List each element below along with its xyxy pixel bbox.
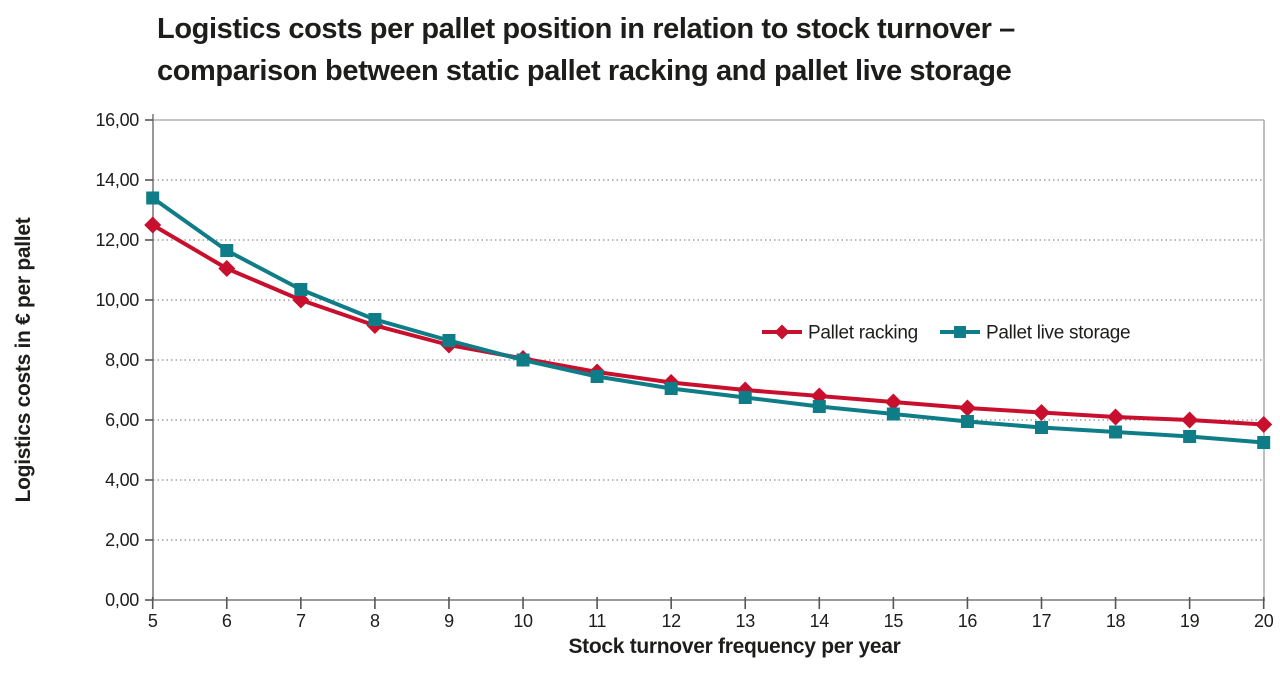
series-line-pallet-live-storage [150,196,1266,445]
x-axis-title: Stock turnover frequency per year [568,635,900,658]
data-point-diamond [884,393,902,411]
data-point-square [220,244,234,257]
data-point-square [1257,436,1271,449]
y-tick-label: 8,00 [105,350,139,370]
data-point-square [516,353,530,367]
data-point-diamond [1033,404,1050,421]
data-point-square [146,191,160,205]
data-point-square [738,391,752,404]
data-point-square [1183,430,1197,443]
data-point-diamond [1181,411,1199,429]
data-point-diamond [144,216,162,234]
y-tick-label: 12,00 [95,230,139,250]
data-point-square [1035,421,1048,434]
x-tick-label: 15 [884,611,904,631]
data-point-diamond [1107,408,1125,426]
x-tick-label: 7 [296,611,306,631]
legend-item-pallet-live-storage: Pallet live storage [940,323,1131,344]
legend-diamond-marker [774,324,790,340]
data-point-square [812,400,826,413]
y-tick-label: 4,00 [105,470,139,490]
x-tick-label: 13 [736,611,756,631]
x-tick-label: 11 [588,611,606,631]
x-tick-label: 18 [1106,611,1126,631]
legend-item-pallet-racking: Pallet racking [762,323,918,344]
data-point-square [960,415,974,428]
x-tick-label: 8 [370,611,380,631]
data-point-diamond [1255,416,1273,433]
data-point-square [886,407,900,421]
data-point-square [1109,425,1123,439]
y-tick-label: 6,00 [105,410,139,430]
x-tick-label: 9 [444,611,454,631]
series-line-pallet-racking [150,223,1266,427]
y-tick-label: 14,00 [95,170,139,190]
x-tick-label: 12 [661,611,681,631]
x-tick-label: 5 [148,611,158,631]
y-axis-title: Logistics costs in € per pallet [12,217,35,502]
legend-square-marker [954,326,966,338]
data-point-square [442,334,456,347]
x-tick-label: 10 [513,611,533,631]
legend-label: Pallet racking [808,323,918,344]
data-point-square [368,313,382,326]
y-tick-label: 0,00 [105,590,139,610]
data-point-diamond [218,260,236,277]
chart-title: Logistics costs per pallet position in r… [157,8,1015,92]
chart-title-line-2: comparison between static pallet racking… [157,55,1012,87]
data-point-diamond [958,399,976,417]
x-tick-label: 20 [1254,611,1274,631]
y-tick-label: 10,00 [95,290,139,310]
data-point-square [294,283,308,296]
x-tick-label: 19 [1180,611,1200,631]
x-tick-label: 16 [958,611,978,631]
chart-title-line-1: Logistics costs per pallet position in r… [157,13,1015,45]
data-point-square [590,370,604,383]
x-tick-label: 17 [1032,611,1052,631]
x-tick-label: 14 [810,611,830,631]
y-tick-label: 2,00 [105,530,139,550]
legend-label: Pallet live storage [986,323,1130,344]
data-point-square [664,382,678,395]
y-tick-label: 16,00 [95,110,139,130]
x-tick-label: 6 [222,611,232,631]
